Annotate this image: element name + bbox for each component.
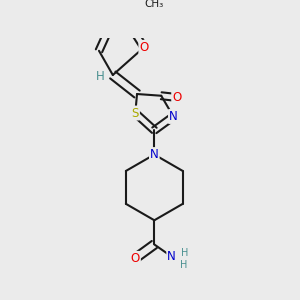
Text: H: H: [96, 70, 105, 83]
Text: N: N: [169, 110, 178, 123]
Text: O: O: [172, 91, 182, 104]
Text: H: H: [181, 248, 188, 258]
Text: S: S: [132, 106, 139, 119]
Text: O: O: [131, 252, 140, 265]
Text: N: N: [167, 250, 176, 263]
Text: O: O: [139, 41, 148, 54]
Text: N: N: [150, 148, 159, 161]
Text: CH₃: CH₃: [145, 0, 164, 9]
Text: H: H: [180, 260, 188, 270]
